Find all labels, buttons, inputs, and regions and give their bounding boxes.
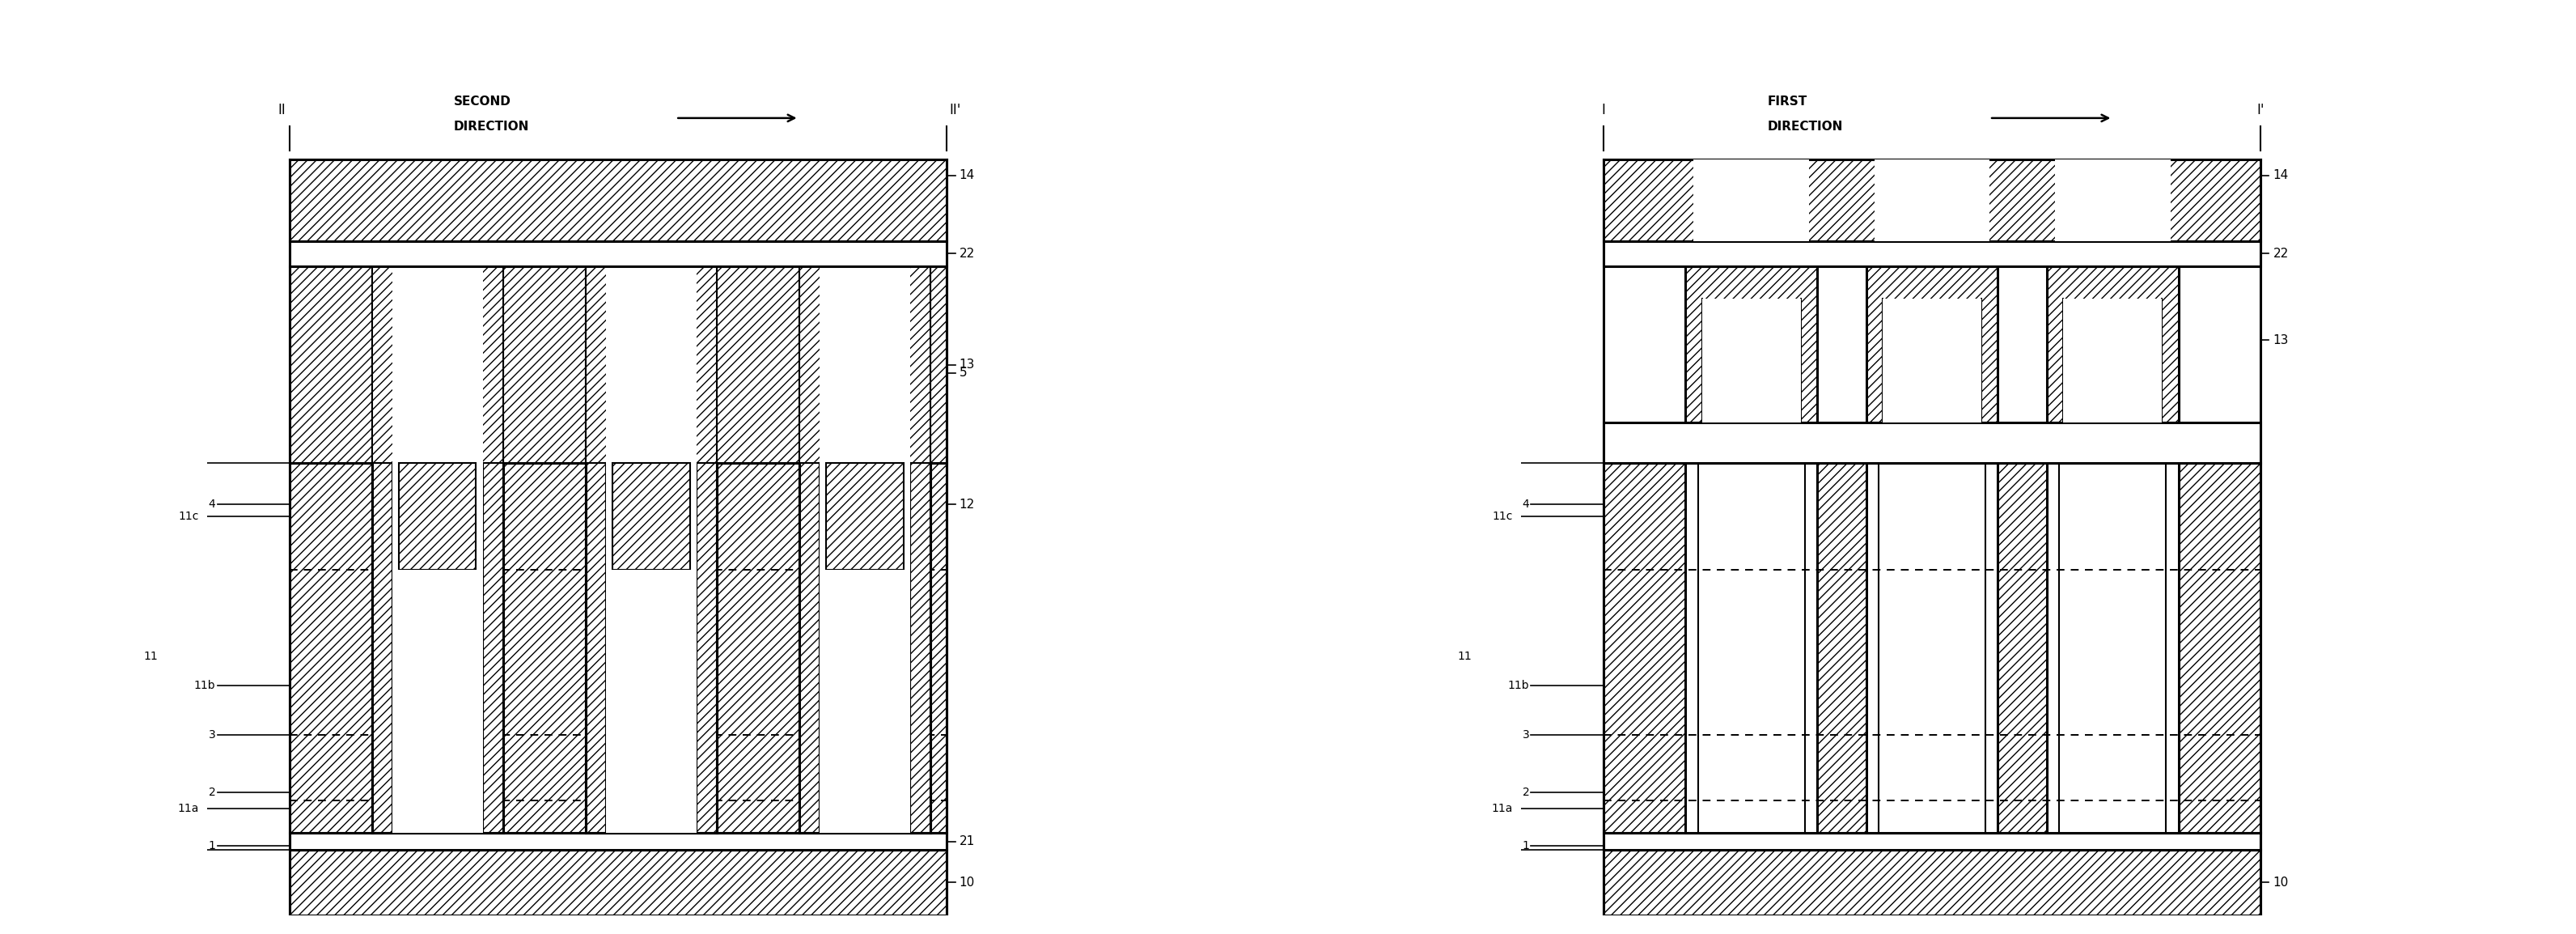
Bar [909, 463, 930, 833]
Bar [392, 570, 482, 833]
Bar [585, 266, 716, 463]
Text: 10: 10 [958, 876, 974, 888]
Text: 11c: 11c [1492, 511, 1512, 522]
Bar [289, 833, 948, 850]
Text: 11a: 11a [1492, 803, 1512, 814]
Text: FIRST: FIRST [1767, 95, 1808, 107]
Bar [1602, 422, 2262, 463]
Text: 11b: 11b [193, 680, 216, 691]
Bar [585, 463, 716, 833]
Text: DIRECTION: DIRECTION [453, 120, 531, 133]
Bar [799, 266, 930, 463]
Bar [1602, 850, 2262, 915]
Bar [1695, 159, 1808, 241]
Bar [371, 266, 502, 463]
Text: DIRECTION: DIRECTION [1767, 120, 1844, 133]
Bar [289, 159, 948, 241]
Bar [289, 463, 948, 833]
Bar [827, 463, 904, 570]
Bar [2056, 159, 2169, 241]
Bar [799, 463, 930, 833]
Bar [1883, 299, 1981, 422]
Text: 10: 10 [2272, 876, 2287, 888]
Bar [613, 463, 690, 570]
Bar [371, 463, 392, 833]
Bar [1685, 463, 1816, 833]
Text: SECOND: SECOND [453, 95, 510, 107]
Text: 4: 4 [1522, 499, 1530, 510]
Bar [399, 463, 477, 570]
Text: II: II [278, 103, 286, 117]
Text: 11: 11 [144, 651, 157, 662]
Bar [2048, 266, 2179, 422]
Bar [2048, 463, 2179, 833]
Bar [1865, 463, 1999, 833]
Text: 22: 22 [958, 248, 974, 260]
Bar [1685, 266, 1816, 422]
Bar [1602, 833, 2262, 850]
Bar [289, 241, 948, 266]
Bar [605, 570, 696, 833]
Text: 5: 5 [958, 367, 966, 379]
Text: 11a: 11a [178, 803, 198, 814]
Bar [1602, 159, 2262, 241]
Bar [799, 463, 819, 833]
Text: 2: 2 [209, 786, 216, 798]
Text: 13: 13 [2272, 334, 2287, 346]
Bar [392, 463, 482, 833]
Text: 14: 14 [958, 170, 974, 181]
Bar [1875, 159, 1989, 241]
Bar [585, 463, 605, 833]
Bar [1602, 241, 2262, 266]
Text: 11: 11 [1458, 651, 1471, 662]
Bar [392, 266, 482, 463]
Text: 22: 22 [2272, 248, 2287, 260]
Bar [605, 266, 696, 463]
Text: 21: 21 [958, 835, 974, 847]
Text: I': I' [2257, 103, 2264, 117]
Bar [585, 266, 716, 463]
Text: 1: 1 [209, 840, 216, 851]
Text: 1: 1 [1522, 840, 1530, 851]
Text: 3: 3 [1522, 729, 1530, 740]
Text: 4: 4 [209, 499, 216, 510]
Bar [696, 463, 716, 833]
Bar [1703, 299, 1801, 422]
Text: II': II' [951, 103, 961, 117]
Bar [2063, 299, 2161, 422]
Bar [289, 850, 948, 915]
Text: 12: 12 [958, 499, 974, 510]
Text: 11b: 11b [1507, 680, 1530, 691]
Bar [371, 266, 502, 463]
Bar [819, 570, 909, 833]
Bar [1865, 266, 1999, 422]
Text: I: I [1602, 103, 1605, 117]
Bar [289, 266, 948, 463]
Bar [799, 266, 930, 463]
Bar [371, 463, 502, 833]
Bar [1602, 463, 2262, 833]
Text: 11c: 11c [178, 511, 198, 522]
Bar [482, 463, 502, 833]
Text: 2: 2 [1522, 786, 1530, 798]
Bar [819, 266, 909, 463]
Text: 13: 13 [958, 359, 974, 371]
Bar [819, 463, 909, 833]
Text: 14: 14 [2272, 170, 2287, 181]
Text: 3: 3 [209, 729, 216, 740]
Bar [605, 463, 696, 833]
